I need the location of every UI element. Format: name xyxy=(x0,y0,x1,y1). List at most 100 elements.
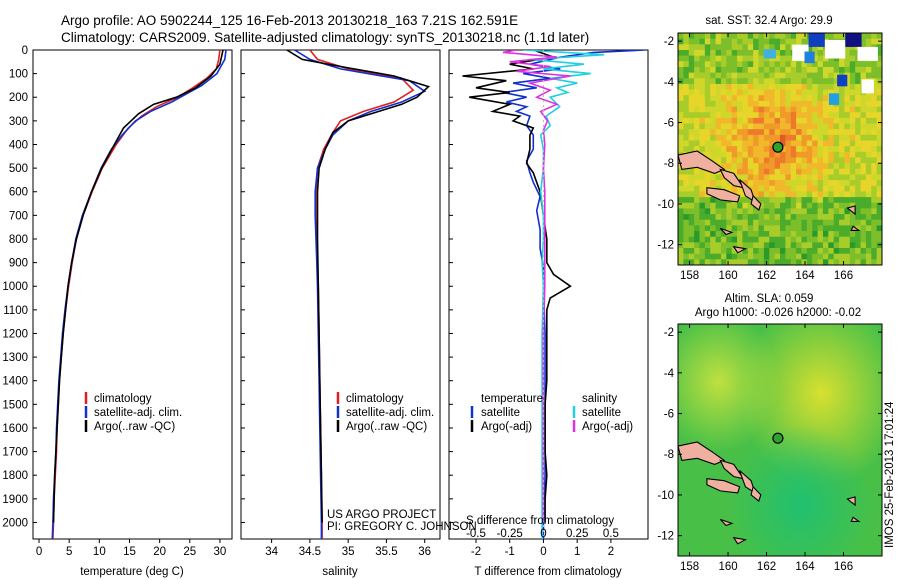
sst-cell xyxy=(871,112,878,119)
sst-cell xyxy=(817,44,824,51)
sst-cell xyxy=(763,151,770,158)
sst-cell xyxy=(796,185,802,192)
sst-cell xyxy=(688,61,695,68)
sst-cell xyxy=(780,236,786,243)
sst-cell xyxy=(710,55,717,62)
sst-cell xyxy=(796,191,802,198)
sst-cell xyxy=(849,83,856,91)
sst-cell xyxy=(806,100,813,108)
sst-cell xyxy=(694,83,700,91)
sst-cell xyxy=(817,248,824,255)
sst-cell xyxy=(731,219,738,226)
sst-cell xyxy=(753,89,760,96)
sst-cell xyxy=(844,185,851,192)
sst-cell xyxy=(801,185,808,192)
sst-cell xyxy=(688,253,695,260)
sst-cell xyxy=(817,83,824,91)
sst-cell xyxy=(747,49,754,57)
sst-cell xyxy=(871,208,878,215)
sst-cell xyxy=(860,197,867,204)
sst-cell xyxy=(699,202,706,209)
sst-cell xyxy=(774,33,781,40)
sst-cell xyxy=(865,163,872,170)
sst-cell xyxy=(694,134,700,142)
sla-map-ytick-label: -4 xyxy=(664,368,675,380)
sst-cell xyxy=(763,100,770,108)
sst-cell xyxy=(876,38,883,45)
sst-cell xyxy=(742,140,749,147)
sst-cell xyxy=(828,157,835,164)
sst-cell xyxy=(726,157,733,164)
sst-cell xyxy=(806,140,813,147)
sst-map-xtick-label: 162 xyxy=(757,270,776,282)
sla-map-xtick-label: 162 xyxy=(757,561,776,573)
sst-cell xyxy=(860,259,867,266)
sst-cell xyxy=(715,174,722,181)
sst-cell xyxy=(753,106,760,113)
sst-cell xyxy=(871,180,878,187)
temperature-legend: climatology satellite-adj. clim. Argo(..… xyxy=(84,392,182,433)
sst-cell xyxy=(678,33,684,40)
sst-cell xyxy=(855,151,862,158)
sst-cell xyxy=(817,151,824,158)
sst-cell xyxy=(747,89,754,96)
sst-cell xyxy=(871,33,878,40)
sst-cell xyxy=(876,163,883,170)
sst-cell xyxy=(780,225,786,232)
sst-cell xyxy=(683,231,690,238)
sst-cell xyxy=(747,78,754,85)
sst-cell xyxy=(839,106,845,113)
sst-cell xyxy=(694,225,700,232)
sst-cell xyxy=(710,89,717,96)
sst-cell xyxy=(817,208,824,215)
sst-cell xyxy=(806,253,813,260)
sst-cell xyxy=(828,89,835,96)
sst-cell xyxy=(849,44,856,51)
difference-legend-salinity: salinity satellite Argo(-adj) xyxy=(572,393,633,433)
sst-cell xyxy=(710,129,717,136)
sst-cell xyxy=(790,66,797,74)
sst-cell xyxy=(737,38,743,45)
sst-cell xyxy=(774,185,781,192)
sst-cell xyxy=(839,112,845,119)
sst-cell xyxy=(833,219,840,226)
sst-cell xyxy=(683,248,690,255)
sst-cell xyxy=(844,129,851,136)
sst-cell xyxy=(683,174,690,181)
sst-cell xyxy=(817,129,824,136)
difference-xlabel: T difference from climatology xyxy=(474,566,621,578)
sst-cell xyxy=(704,231,711,238)
depth-tick-label: 1900 xyxy=(2,494,28,506)
sst-cell xyxy=(747,259,754,266)
sst-cell xyxy=(678,44,684,51)
sst-cell xyxy=(796,61,802,68)
sst-cell xyxy=(801,242,808,249)
sst-cell xyxy=(849,219,856,226)
sst-cell xyxy=(855,61,862,68)
sst-cell xyxy=(822,123,829,130)
sst-cell xyxy=(828,197,835,204)
sst-cell xyxy=(865,100,872,108)
sst-cell xyxy=(699,83,706,91)
sst-cell xyxy=(806,197,813,204)
sst-cell xyxy=(812,225,819,232)
sst-cell xyxy=(753,38,760,45)
sst-cell xyxy=(801,163,808,170)
sst-cell xyxy=(855,185,862,192)
sst-cell xyxy=(780,112,786,119)
sst-cell xyxy=(731,83,738,91)
sst-cell xyxy=(785,174,792,181)
sst-cell xyxy=(865,191,872,198)
sst-cell xyxy=(806,95,813,102)
sst-cell xyxy=(822,225,829,232)
sst-cell xyxy=(865,180,872,187)
sst-cell xyxy=(871,219,878,226)
sst-cell xyxy=(688,214,695,221)
sst-cell xyxy=(871,236,878,243)
sst-cell xyxy=(812,242,819,249)
sst-cell xyxy=(704,49,711,57)
sst-cell xyxy=(844,253,851,260)
sst-cell xyxy=(774,49,781,57)
sst-cell xyxy=(790,191,797,198)
sst-cell xyxy=(833,197,840,204)
